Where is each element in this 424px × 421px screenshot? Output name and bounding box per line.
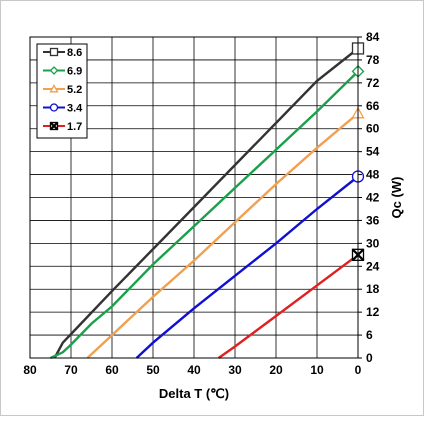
legend-item: 5.2 (43, 84, 82, 96)
x-tick-label: 50 (146, 363, 160, 377)
x-tick-label: 40 (187, 363, 201, 377)
x-tick-label: 0 (355, 363, 362, 377)
legend-marker (49, 47, 59, 57)
series-line (53, 47, 359, 359)
x-tick-label: 70 (64, 363, 78, 377)
y-tick-label: 66 (366, 99, 380, 113)
series-line (86, 112, 359, 359)
legend-label: 5.2 (67, 84, 82, 96)
legend-item: 8.6 (43, 47, 82, 59)
y-tick-label: 30 (366, 236, 380, 250)
legend-item: 3.4 (43, 103, 83, 115)
y-tick-label: 0 (366, 351, 373, 365)
x-axis-tick-labels: 80 70 60 50 40 30 20 10 0 (23, 363, 361, 377)
legend-item: 6.9 (43, 66, 82, 78)
y-tick-label: 18 (366, 282, 380, 296)
legend-label: 8.6 (67, 47, 82, 59)
legend-marker (49, 66, 59, 75)
y-tick-label: 78 (366, 53, 380, 67)
series-line (135, 175, 359, 359)
y-axis-title: Qc (W) (389, 177, 404, 219)
legend-marker (49, 84, 59, 93)
y-tick-label: 36 (366, 213, 380, 227)
y-tick-label: 60 (366, 122, 380, 136)
legend-marker (49, 121, 59, 131)
x-tick-label: 60 (105, 363, 119, 377)
legend-label: 3.4 (67, 103, 83, 115)
x-tick-label: 80 (23, 363, 37, 377)
x-tick-label: 10 (310, 363, 324, 377)
series-line (49, 70, 359, 360)
legend-box (36, 43, 88, 139)
x-tick-label: 30 (228, 363, 242, 377)
y-tick-label: 6 (366, 328, 373, 342)
y-tick-label: 42 (366, 191, 380, 205)
series-line (217, 253, 359, 359)
x-axis-title: Delta T (℃) (159, 386, 229, 401)
y-tick-label: 72 (366, 76, 380, 90)
legend: 8.6 6.9 5.2 3.4 1.7 (36, 43, 88, 139)
y-tick-label: 24 (366, 259, 380, 273)
legend-marker (49, 103, 59, 112)
y-tick-label: 12 (366, 305, 380, 319)
y-tick-label: 54 (366, 145, 380, 159)
legend-item: 1.7 (43, 121, 82, 133)
x-tick-label: 20 (269, 363, 283, 377)
legend-label: 6.9 (67, 66, 82, 78)
y-tick-label: 48 (366, 168, 380, 182)
y-axis-tick-labels: 0 6 12 18 24 30 36 42 48 54 60 66 72 78 84 (358, 30, 380, 365)
legend-label: 1.7 (67, 121, 82, 133)
y-tick-label: 84 (366, 30, 380, 44)
